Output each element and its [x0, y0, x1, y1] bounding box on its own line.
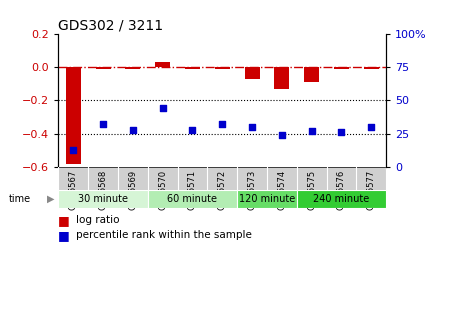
Point: [368, 124, 375, 130]
Text: GSM5567: GSM5567: [69, 169, 78, 210]
Point: [129, 127, 136, 132]
Bar: [185, 67, 200, 69]
Text: GSM5576: GSM5576: [337, 169, 346, 210]
Text: GSM5569: GSM5569: [128, 169, 137, 210]
Point: [219, 122, 226, 127]
Bar: [96, 67, 110, 69]
Bar: [58, 190, 148, 208]
Bar: [304, 67, 319, 82]
Point: [248, 124, 255, 130]
Point: [100, 122, 107, 127]
Bar: [364, 67, 379, 69]
Point: [338, 130, 345, 135]
Text: ■: ■: [58, 214, 70, 226]
Bar: [245, 67, 260, 79]
Text: ▶: ▶: [47, 194, 55, 204]
Bar: [215, 67, 230, 69]
Text: 30 minute: 30 minute: [78, 194, 128, 204]
Text: GSM5575: GSM5575: [307, 169, 316, 210]
Point: [308, 128, 315, 134]
Bar: [274, 67, 289, 89]
Text: ■: ■: [58, 229, 70, 242]
Point: [278, 132, 286, 138]
Text: GSM5571: GSM5571: [188, 169, 197, 210]
Text: percentile rank within the sample: percentile rank within the sample: [76, 230, 252, 240]
Bar: [125, 67, 140, 69]
Text: GSM5568: GSM5568: [99, 169, 108, 210]
Text: GSM5574: GSM5574: [277, 169, 286, 210]
Bar: [155, 62, 170, 67]
Bar: [66, 67, 81, 164]
Text: 240 minute: 240 minute: [313, 194, 370, 204]
Text: 120 minute: 120 minute: [239, 194, 295, 204]
Text: log ratio: log ratio: [76, 215, 120, 225]
Text: 60 minute: 60 minute: [167, 194, 217, 204]
Point: [159, 106, 166, 111]
Bar: [334, 67, 349, 69]
Bar: [297, 190, 386, 208]
Text: GSM5577: GSM5577: [367, 169, 376, 210]
Text: GDS302 / 3211: GDS302 / 3211: [58, 18, 163, 33]
Point: [70, 147, 77, 153]
Bar: [148, 190, 237, 208]
Point: [189, 127, 196, 132]
Text: GSM5573: GSM5573: [247, 169, 256, 210]
Text: time: time: [9, 194, 31, 204]
Text: GSM5570: GSM5570: [158, 169, 167, 210]
Text: GSM5572: GSM5572: [218, 169, 227, 210]
Bar: [237, 190, 297, 208]
